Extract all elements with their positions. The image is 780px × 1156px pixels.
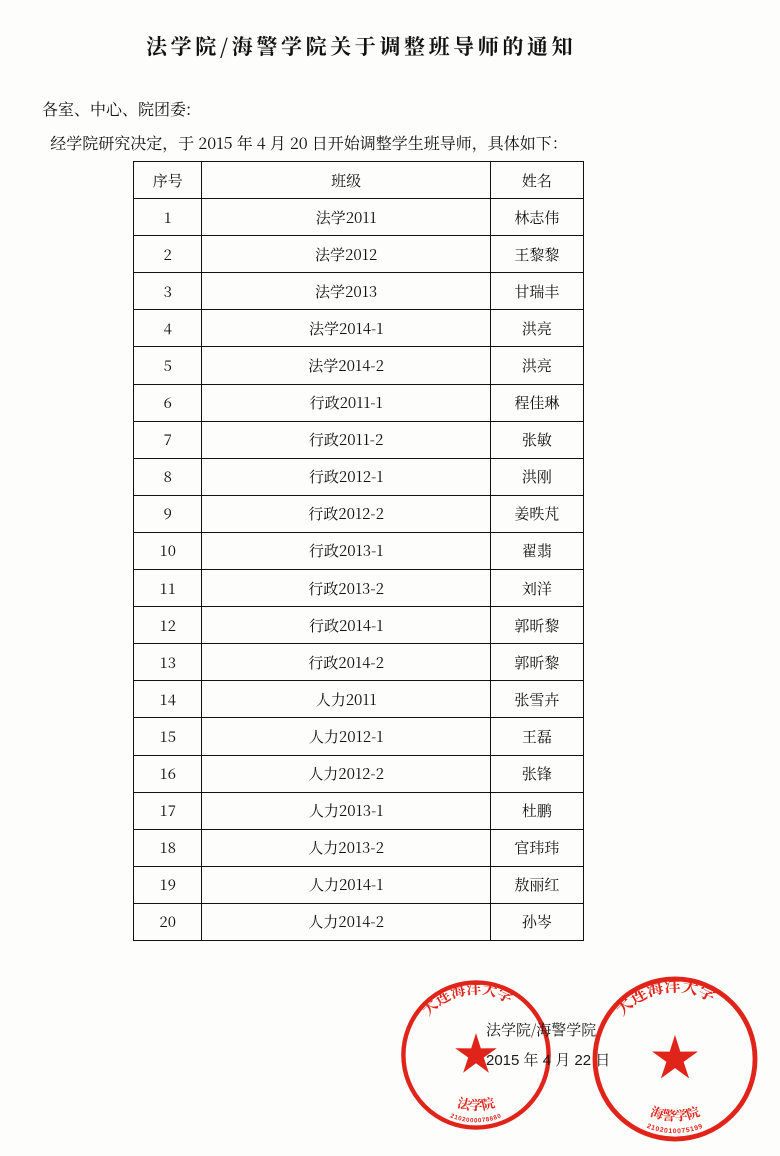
svg-text:2102010075199: 2102010075199 — [646, 1123, 704, 1135]
svg-text:2102000078880: 2102000078880 — [449, 1112, 502, 1124]
svg-text:大连海洋大学: 大连海洋大学 — [417, 978, 517, 1020]
svg-text:法学院: 法学院 — [456, 1092, 497, 1114]
svg-text:海警学院: 海警学院 — [648, 1101, 702, 1125]
